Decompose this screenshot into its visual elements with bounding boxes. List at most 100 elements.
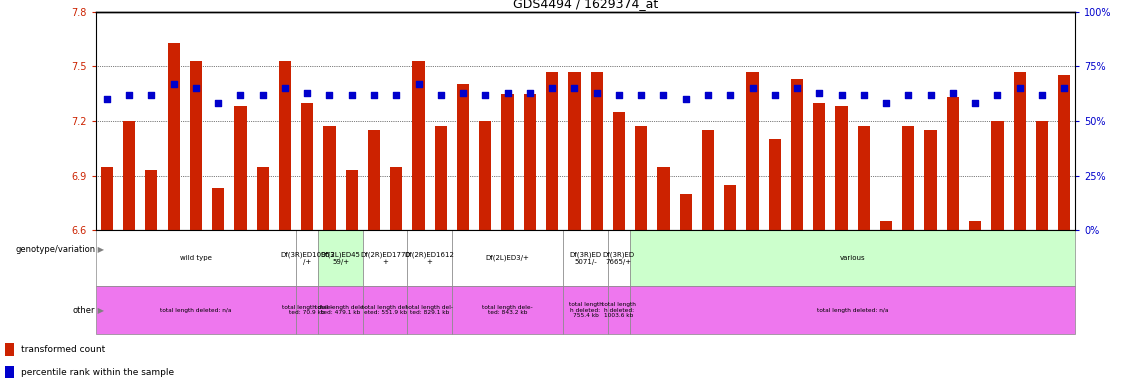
Text: total length del-
ted: 829.1 kb: total length del- ted: 829.1 kb: [406, 305, 453, 316]
Point: [342, 92, 360, 98]
Point: [98, 96, 116, 102]
Text: Df(3R)ED10953
/+: Df(3R)ED10953 /+: [280, 252, 334, 265]
Bar: [319, 286, 363, 334]
Point: [900, 92, 918, 98]
Point: [722, 92, 740, 98]
Point: [921, 92, 939, 98]
Bar: [145, 170, 158, 230]
Point: [855, 92, 873, 98]
Point: [811, 89, 829, 96]
Point: [365, 92, 383, 98]
Bar: [96, 230, 296, 286]
Point: [321, 92, 339, 98]
Point: [187, 85, 205, 91]
Point: [431, 92, 449, 98]
Bar: [346, 170, 358, 230]
Bar: [991, 121, 1003, 230]
Bar: [6, 366, 15, 379]
Text: total length deleted: n/a: total length deleted: n/a: [160, 308, 232, 313]
Bar: [452, 286, 563, 334]
Bar: [969, 221, 981, 230]
Bar: [408, 230, 452, 286]
Point: [476, 92, 494, 98]
Bar: [546, 72, 558, 230]
Point: [565, 85, 583, 91]
Text: total length
h deleted:
755.4 kb: total length h deleted: 755.4 kb: [569, 302, 602, 318]
Bar: [234, 106, 247, 230]
Bar: [190, 61, 202, 230]
Bar: [590, 72, 602, 230]
Bar: [296, 286, 319, 334]
Point: [944, 89, 962, 96]
Point: [677, 96, 695, 102]
Bar: [608, 230, 631, 286]
Bar: [1013, 72, 1026, 230]
Bar: [680, 194, 691, 230]
Bar: [524, 94, 536, 230]
Text: Df(2L)ED3/+: Df(2L)ED3/+: [485, 255, 529, 262]
Bar: [947, 97, 959, 230]
Bar: [100, 167, 113, 230]
Text: other: other: [73, 306, 96, 314]
Bar: [724, 185, 736, 230]
Point: [164, 81, 182, 87]
Point: [610, 92, 628, 98]
Bar: [301, 103, 313, 230]
Point: [543, 85, 561, 91]
Text: ▶: ▶: [96, 245, 105, 254]
Point: [209, 100, 227, 106]
Text: total length deleted: n/a: total length deleted: n/a: [817, 308, 888, 313]
Bar: [168, 43, 180, 230]
Text: Df(3R)ED
5071/-: Df(3R)ED 5071/-: [570, 252, 601, 265]
Bar: [279, 61, 292, 230]
Point: [142, 92, 160, 98]
Point: [877, 100, 895, 106]
Bar: [435, 126, 447, 230]
Bar: [212, 189, 224, 230]
Bar: [769, 139, 781, 230]
Point: [410, 81, 428, 87]
Bar: [835, 106, 848, 230]
Bar: [257, 167, 269, 230]
Point: [387, 92, 405, 98]
Bar: [6, 343, 15, 356]
Bar: [452, 230, 563, 286]
Point: [521, 89, 539, 96]
Bar: [563, 230, 608, 286]
Bar: [368, 130, 381, 230]
Bar: [608, 286, 631, 334]
Bar: [924, 130, 937, 230]
Text: Df(2L)ED45
59/+: Df(2L)ED45 59/+: [321, 252, 360, 265]
Text: transformed count: transformed count: [21, 345, 106, 354]
Text: total length del-
eted: 551.9 kb: total length del- eted: 551.9 kb: [361, 305, 409, 316]
Point: [989, 92, 1007, 98]
Bar: [363, 230, 408, 286]
Bar: [631, 286, 1075, 334]
Bar: [631, 230, 1075, 286]
Text: various: various: [840, 255, 866, 261]
Point: [276, 85, 294, 91]
Point: [632, 92, 650, 98]
Bar: [658, 167, 670, 230]
Bar: [412, 61, 425, 230]
Point: [699, 92, 717, 98]
Bar: [813, 103, 825, 230]
Bar: [323, 126, 336, 230]
Bar: [902, 126, 914, 230]
Text: Df(2R)ED1612
+: Df(2R)ED1612 +: [404, 252, 455, 265]
Text: percentile rank within the sample: percentile rank within the sample: [21, 367, 175, 377]
Text: total length dele-
ted: 843.2 kb: total length dele- ted: 843.2 kb: [482, 305, 533, 316]
Bar: [480, 121, 491, 230]
Point: [499, 89, 517, 96]
Text: total length dele-
ted: 479.1 kb: total length dele- ted: 479.1 kb: [315, 305, 366, 316]
Point: [743, 85, 761, 91]
Point: [120, 92, 138, 98]
Bar: [1058, 75, 1071, 230]
Bar: [408, 286, 452, 334]
Bar: [701, 130, 714, 230]
Point: [766, 92, 784, 98]
Text: total length dele-
ted: 70.9 kb: total length dele- ted: 70.9 kb: [282, 305, 332, 316]
Point: [654, 92, 672, 98]
Bar: [123, 121, 135, 230]
Bar: [501, 94, 513, 230]
